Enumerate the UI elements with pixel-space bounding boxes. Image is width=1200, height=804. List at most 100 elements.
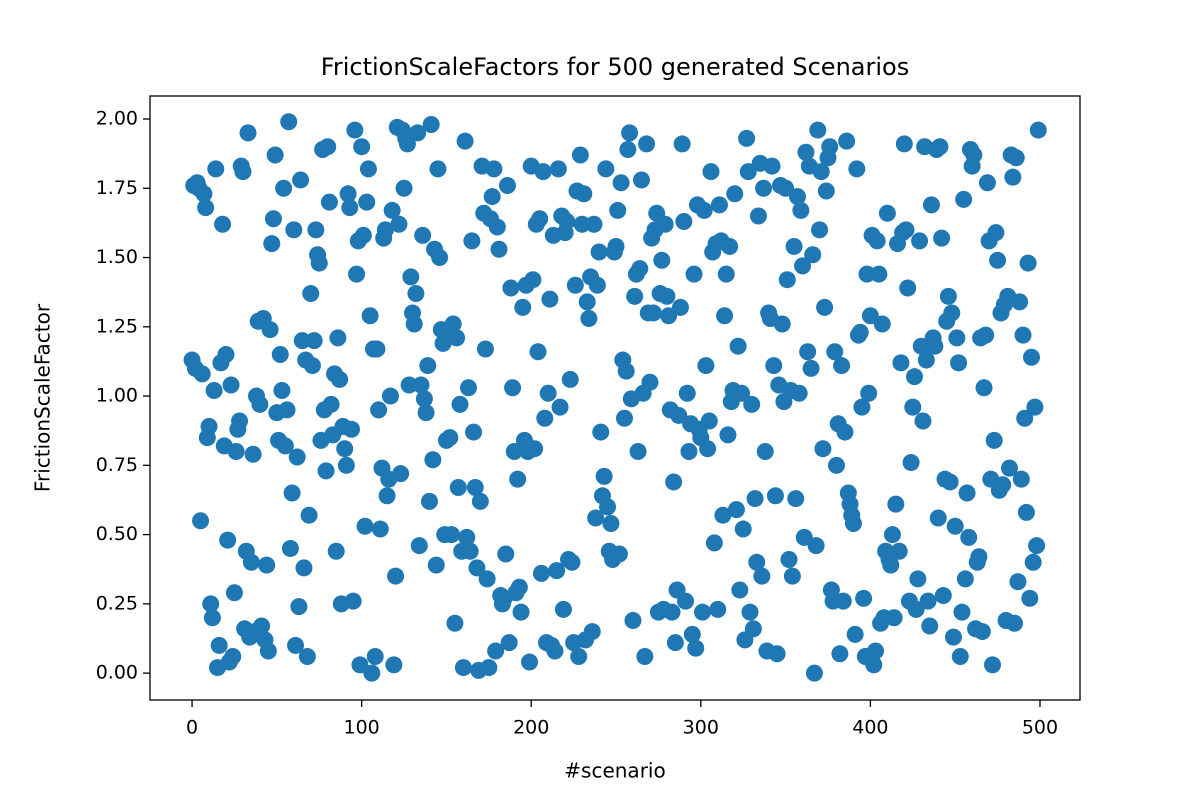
scatter-point — [714, 506, 732, 524]
scatter-point — [441, 429, 459, 447]
scatter-point — [583, 623, 601, 641]
scatter-point — [833, 357, 851, 375]
scatter-point — [797, 143, 815, 161]
scatter-point — [753, 567, 771, 585]
scatter-point — [278, 401, 296, 419]
scatter-point — [590, 243, 608, 261]
scatter-point — [899, 279, 917, 297]
scatter-point — [599, 498, 617, 516]
scatter-point — [363, 664, 381, 682]
scatter-point — [580, 309, 598, 327]
scatter-point — [721, 237, 739, 255]
scatter-point — [948, 329, 966, 347]
scatter-point — [766, 487, 784, 505]
scatter-point — [905, 368, 923, 386]
scatter-point — [420, 492, 438, 510]
scatter-point — [683, 625, 701, 643]
scatter-point — [293, 332, 311, 350]
scatter-point — [405, 315, 423, 333]
scatter-point — [534, 163, 552, 181]
scatter-point — [558, 213, 576, 231]
scatter-point — [919, 592, 937, 610]
scatter-point — [570, 648, 588, 666]
scatter-point — [488, 218, 506, 236]
scatter-point — [505, 442, 523, 460]
scatter-point — [305, 332, 323, 350]
scatter-point — [514, 298, 532, 316]
scatter-point — [571, 146, 589, 164]
scatter-point — [266, 146, 284, 164]
scatter-point — [612, 174, 630, 192]
scatter-point — [509, 470, 527, 488]
scatter-point — [816, 298, 834, 316]
scatter-point — [281, 539, 299, 557]
scatter-point — [329, 329, 347, 347]
scatter-point — [860, 384, 878, 402]
y-tick-label: 0.75 — [96, 454, 138, 476]
scatter-point — [244, 445, 262, 463]
x-tick-label: 100 — [344, 717, 380, 739]
scatter-point — [346, 121, 364, 139]
scatter-point — [926, 337, 944, 355]
scatter-point — [510, 578, 528, 596]
scatter-point — [280, 113, 298, 131]
scatter-point — [409, 124, 427, 142]
scatter-point — [756, 442, 774, 460]
y-tick-label: 1.75 — [96, 177, 138, 199]
scatter-point — [485, 160, 503, 178]
scatter-point — [914, 412, 932, 430]
scatter-point — [444, 315, 462, 333]
scatter-point — [958, 484, 976, 502]
scatter-point — [717, 265, 735, 283]
scatter-point — [197, 199, 215, 217]
scatter-point — [370, 401, 388, 419]
scatter-point — [695, 201, 713, 219]
scatter-point — [410, 537, 428, 555]
scatter-point — [424, 451, 442, 469]
scatter-point — [512, 603, 530, 621]
scatter-point — [310, 254, 328, 272]
x-tick-label: 0 — [186, 717, 198, 739]
scatter-point — [541, 290, 559, 308]
scatter-point — [739, 163, 757, 181]
x-tick-label: 400 — [852, 717, 888, 739]
scatter-point — [726, 185, 744, 203]
scatter-point — [531, 210, 549, 228]
scatter-point — [705, 534, 723, 552]
scatter-point — [807, 537, 825, 555]
scatter-point — [1029, 121, 1047, 139]
scatter-point — [448, 329, 466, 347]
scatter-point — [887, 495, 905, 513]
scatter-point — [483, 188, 501, 206]
scatter-point — [414, 226, 432, 244]
scatter-point — [563, 553, 581, 571]
scatter-point — [749, 207, 767, 225]
scatter-point — [763, 157, 781, 175]
scatter-point — [929, 509, 947, 527]
scatter-point — [694, 603, 712, 621]
scatter-point — [354, 226, 372, 244]
scatter-point — [407, 285, 425, 303]
scatter-point — [497, 545, 515, 563]
scatter-point — [554, 600, 572, 618]
scatter-point — [454, 659, 472, 677]
scatter-point — [398, 135, 416, 153]
scatter-point — [348, 265, 366, 283]
scatter-point — [231, 412, 249, 430]
y-axis-label: FrictionScaleFactor — [31, 303, 55, 492]
scatter-point — [855, 589, 873, 607]
scatter-point — [219, 531, 237, 549]
scatter-point — [222, 376, 240, 394]
scatter-point — [532, 564, 550, 582]
scatter-point — [826, 343, 844, 361]
scatter-point — [911, 232, 929, 250]
scatter-point — [617, 362, 635, 380]
scatter-point — [831, 645, 849, 663]
scatter-point — [729, 337, 747, 355]
scatter-point — [933, 229, 951, 247]
scatter-point — [459, 379, 477, 397]
scatter-point — [838, 132, 856, 150]
scatter-point — [834, 592, 852, 610]
axes-frame — [149, 95, 1081, 701]
scatter-point — [624, 611, 642, 629]
